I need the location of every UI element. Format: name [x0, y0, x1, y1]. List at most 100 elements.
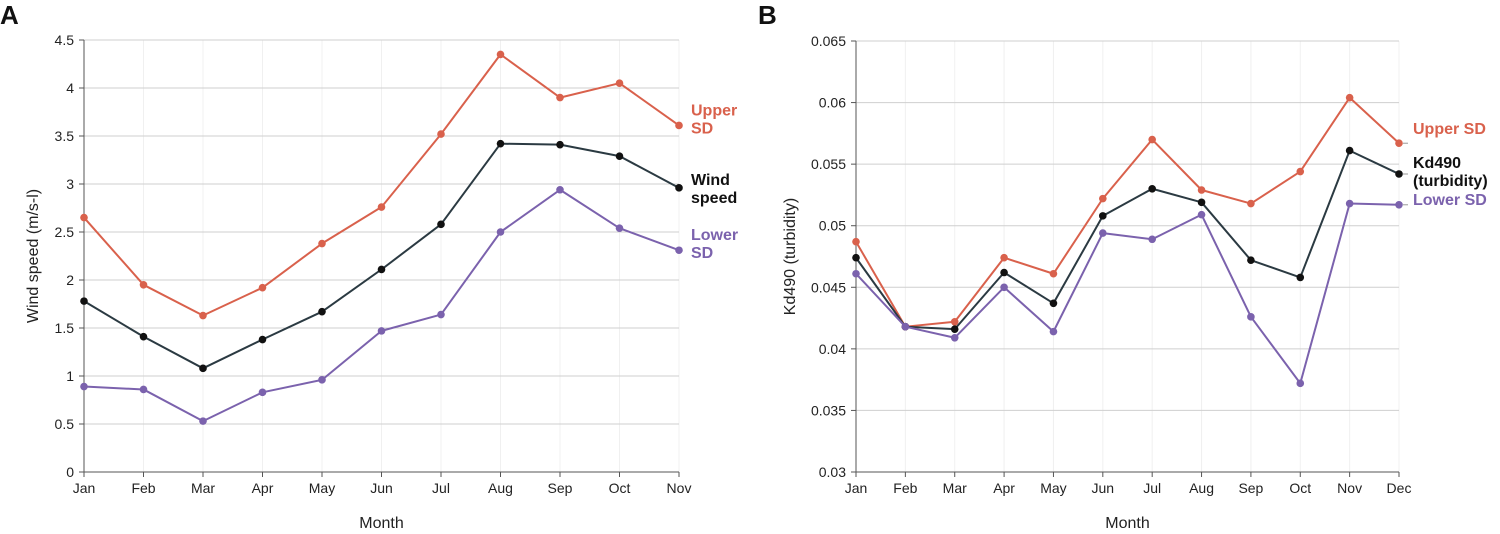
- data-point-upper-sd: [437, 130, 445, 138]
- x-tick-label: Oct: [1289, 480, 1311, 496]
- series-label-line: Wind: [691, 172, 730, 189]
- data-point-upper-sd: [852, 237, 860, 246]
- data-point-lower-sd: [437, 310, 445, 319]
- series-label-lower-sd: Lower SD: [1413, 192, 1487, 209]
- data-point-wind-speed: [675, 184, 683, 192]
- data-point-lower-sd: [1099, 229, 1107, 237]
- chart-panel-a: 0 0.5 1 1.5 2 2.5 3 3.5 4 4.5 Jan Feb Mar Apr May Jun Ju…: [0, 0, 738, 532]
- data-point-wind-speed: [139, 332, 148, 341]
- y-tick-label: 3.5: [55, 128, 75, 144]
- data-point-upper-sd: [1345, 93, 1354, 102]
- data-point-lower-sd: [377, 327, 386, 335]
- y-tick-label: 0.065: [811, 33, 846, 49]
- data-point-lower-sd: [1148, 235, 1156, 244]
- y-axis-label: Wind speed (m/s-l): [25, 189, 42, 323]
- series-label-line: SD: [691, 120, 713, 137]
- data-point-wind-speed: [496, 139, 505, 148]
- data-point-kd490-turbidity: [1247, 256, 1255, 264]
- y-tick-label: 0.5: [55, 416, 75, 432]
- x-tick-label: Aug: [488, 480, 513, 496]
- x-tick-label: Sep: [1238, 480, 1263, 496]
- x-tick-label: Mar: [943, 480, 967, 496]
- series-label-upper-sd: Upper SD: [691, 102, 737, 137]
- data-point-wind-speed: [318, 307, 326, 316]
- data-point-lower-sd: [1197, 210, 1206, 219]
- data-point-kd490-turbidity: [1148, 184, 1156, 193]
- y-tick-label: 2.5: [55, 224, 75, 240]
- series-label-kd490-turbidity: Kd490 (turbidity): [1413, 155, 1488, 190]
- data-point-upper-sd: [1000, 253, 1008, 262]
- x-tick-label: Apr: [252, 480, 274, 496]
- y-tick-label: 0: [66, 464, 74, 480]
- x-tick-label: Jun: [1092, 480, 1115, 496]
- series-label-line: speed: [691, 190, 737, 207]
- series-label-upper-sd: Upper SD: [1413, 121, 1486, 138]
- x-tick-label: Mar: [191, 480, 215, 496]
- y-tick-label: 1: [66, 368, 74, 384]
- chart-panel-b: 0.03 0.035 0.04 0.045 0.05 0.055 0.06 0.065 Jan F…: [758, 0, 1488, 532]
- data-point-lower-sd: [1395, 200, 1403, 209]
- y-tick-label: 0.04: [819, 341, 846, 357]
- data-point-lower-sd: [318, 376, 326, 384]
- data-point-kd490-turbidity: [1099, 212, 1107, 220]
- data-point-kd490-turbidity: [852, 253, 860, 262]
- y-tick-label: 0.035: [811, 402, 846, 418]
- data-point-lower-sd: [852, 269, 860, 278]
- x-tick-label: Dec: [1387, 480, 1412, 496]
- x-tick-label: Jul: [432, 480, 450, 496]
- data-point-upper-sd: [318, 239, 326, 248]
- data-point-wind-speed: [377, 265, 386, 274]
- data-point-lower-sd: [496, 228, 505, 236]
- y-tick-label: 0.06: [819, 95, 846, 111]
- x-tick-label: May: [1040, 480, 1066, 496]
- data-point-kd490-turbidity: [1345, 146, 1354, 155]
- data-point-lower-sd: [675, 246, 683, 255]
- series-label-line: Lower SD: [1413, 192, 1487, 209]
- y-tick-label: 4.5: [55, 32, 75, 48]
- data-point-kd490-turbidity: [1000, 268, 1008, 277]
- panel-label: A: [0, 0, 19, 30]
- data-point-wind-speed: [615, 152, 624, 160]
- data-point-upper-sd: [139, 281, 148, 289]
- series-line-upper-sd: [855, 96, 1400, 328]
- data-point-lower-sd: [1049, 327, 1058, 336]
- series-label-wind-speed: Wind speed: [691, 172, 737, 207]
- x-tick-label: Jul: [1143, 480, 1161, 496]
- data-point-upper-sd: [377, 203, 386, 211]
- data-point-lower-sd: [80, 382, 88, 391]
- series-label-line: Kd490: [1413, 155, 1461, 172]
- data-point-kd490-turbidity: [1197, 198, 1206, 207]
- y-tick-label: 1.5: [55, 320, 75, 336]
- series-label-line: SD: [691, 245, 713, 262]
- data-point-upper-sd: [496, 50, 505, 59]
- y-tick-label: 0.055: [811, 156, 846, 172]
- y-axis-label: Kd490 (turbidity): [782, 198, 799, 315]
- data-point-upper-sd: [1197, 186, 1206, 194]
- data-point-wind-speed: [80, 297, 88, 305]
- data-point-wind-speed: [258, 335, 267, 344]
- x-tick-label: Oct: [609, 480, 631, 496]
- data-point-upper-sd: [1296, 167, 1305, 176]
- data-point-lower-sd: [139, 385, 148, 394]
- x-axis-label: Month: [359, 515, 403, 532]
- y-tick-label: 0.03: [819, 464, 846, 480]
- data-point-upper-sd: [199, 311, 207, 320]
- series-label-line: Upper SD: [1413, 121, 1486, 138]
- data-point-kd490-turbidity: [1395, 170, 1403, 178]
- series-label-line: Lower: [691, 227, 738, 244]
- series-label-line: (turbidity): [1413, 173, 1488, 190]
- x-tick-label: Jan: [845, 480, 868, 496]
- data-point-upper-sd: [258, 283, 267, 292]
- series-label-line: Upper: [691, 102, 737, 119]
- data-point-lower-sd: [950, 333, 959, 342]
- data-point-kd490-turbidity: [1296, 273, 1305, 282]
- y-tick-label: 3: [66, 176, 74, 192]
- x-axis-label: Month: [1105, 515, 1149, 532]
- x-tick-label: Sep: [548, 480, 573, 496]
- series-line-kd490-turbidity: [855, 149, 1400, 331]
- data-point-upper-sd: [950, 317, 959, 326]
- data-point-kd490-turbidity: [950, 325, 959, 333]
- data-point-upper-sd: [1099, 194, 1107, 203]
- data-point-upper-sd: [556, 93, 564, 102]
- x-tick-label: Feb: [131, 480, 155, 496]
